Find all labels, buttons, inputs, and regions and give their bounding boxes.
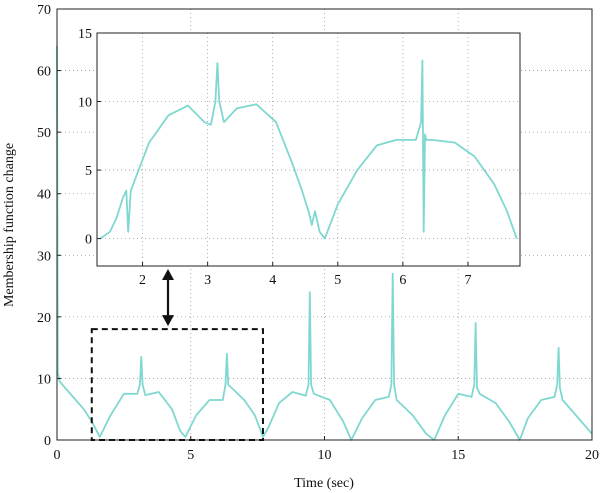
inset-background xyxy=(97,33,520,266)
zoom-region-box xyxy=(90,328,264,441)
x-axis-label: Time (sec) xyxy=(294,476,354,491)
inset-tick-label-x: 4 xyxy=(269,273,276,288)
y-axis-label: Membership function change xyxy=(2,143,17,307)
inset-tick-label-x: 3 xyxy=(204,273,211,288)
annotations xyxy=(90,269,264,441)
zoom-arrow-head-up xyxy=(162,269,174,280)
inset-tick-label-x: 2 xyxy=(139,273,146,288)
inset-tick-label-y: 15 xyxy=(78,27,92,42)
main-tick-label-y: 50 xyxy=(37,126,51,141)
main-tick-label-y: 70 xyxy=(37,3,51,18)
main-tick-label-y: 40 xyxy=(37,188,51,203)
main-tick-label-y: 10 xyxy=(37,372,51,387)
inset-tick-label-x: 7 xyxy=(464,273,471,288)
main-tick-label-y: 20 xyxy=(37,311,51,326)
main-tick-label-x: 10 xyxy=(318,448,332,463)
zoom-arrow-head-down xyxy=(162,315,174,327)
inset-tick-label-y: 10 xyxy=(78,96,92,111)
main-tick-label-x: 20 xyxy=(585,448,599,463)
main-tick-label-y: 30 xyxy=(37,249,51,264)
inset-tick-label-x: 5 xyxy=(334,273,341,288)
main-tick-label-y: 60 xyxy=(37,65,51,80)
main-series-line xyxy=(56,45,593,441)
main-tick-label-y: 0 xyxy=(44,434,51,449)
inset-tick-label-y: 0 xyxy=(85,233,92,248)
inset-tick-label-x: 6 xyxy=(399,273,406,288)
main-tick-label-x: 15 xyxy=(451,448,465,463)
inset-tick-label-y: 5 xyxy=(85,164,92,179)
main-tick-label-x: 0 xyxy=(54,448,61,463)
inset-series-line xyxy=(99,59,518,240)
inset-chart: 2 3 4 5 6 7 0 5 10 15 xyxy=(78,27,521,288)
main-tick-label-x: 5 xyxy=(187,448,194,463)
inset-frame xyxy=(96,32,521,267)
